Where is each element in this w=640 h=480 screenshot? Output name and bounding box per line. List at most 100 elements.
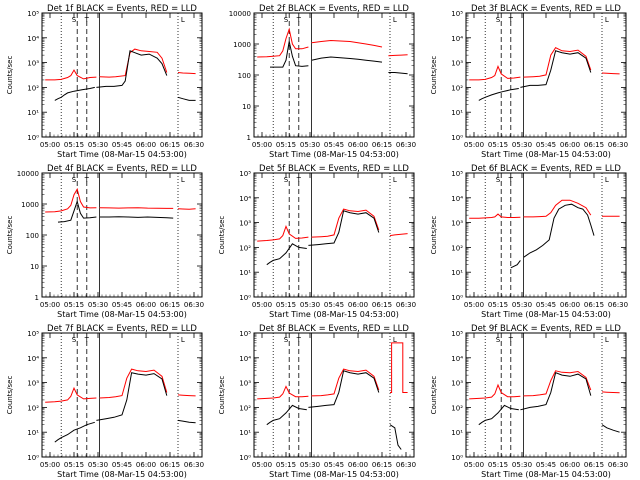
marker-label: S xyxy=(72,336,77,344)
y-axis-label: Counts/sec xyxy=(6,216,14,255)
y-tick-label: 10⁵ xyxy=(239,330,251,338)
marker-label: L xyxy=(181,16,185,24)
x-tick-label: 05:00 xyxy=(252,461,272,469)
chart-title: Det 3f BLACK = Events, RED = LLD xyxy=(471,4,621,14)
chart-panel-2: Det 2f BLACK = Events, RED = LLD 1 10 100 10… xyxy=(229,4,416,159)
y-tick-label: 10¹ xyxy=(451,109,463,117)
x-tick-label: 05:45 xyxy=(536,141,556,149)
x-tick-label: 05:15 xyxy=(488,301,508,309)
x-tick-label: 06:00 xyxy=(348,301,368,309)
lld-series-line xyxy=(99,368,168,399)
chart-title: Det 4f BLACK = Events, RED = LLD xyxy=(47,164,197,174)
y-tick-label: 1 xyxy=(247,134,251,142)
x-tick-label: 05:15 xyxy=(64,141,84,149)
x-tick-label: 05:00 xyxy=(40,301,60,309)
y-tick-label: 1000 xyxy=(233,41,251,49)
marker-label: L xyxy=(393,176,397,184)
lld-series-line xyxy=(523,199,592,218)
x-tick-label: 06:30 xyxy=(184,141,204,149)
x-tick-label: 05:00 xyxy=(464,141,484,149)
y-tick-label: 1 xyxy=(35,294,39,302)
lld-series-line xyxy=(523,370,592,397)
x-tick-label: 05:00 xyxy=(40,141,60,149)
chart-title: Det 2f BLACK = Events, RED = LLD xyxy=(259,4,409,14)
marker-label: T xyxy=(296,16,302,24)
x-tick-label: 05:00 xyxy=(464,301,484,309)
x-tick-label: 05:30 xyxy=(300,141,320,149)
chart-panel-6: Det 6f BLACK = Events, RED = LLD 10⁰ 10¹ 10… xyxy=(430,164,628,319)
y-tick-label: 100 xyxy=(26,232,39,240)
y-tick-label: 10⁴ xyxy=(27,35,39,43)
y-tick-label: 10⁴ xyxy=(451,355,463,363)
lld-series-line xyxy=(469,383,521,400)
x-tick-label: 06:30 xyxy=(396,301,416,309)
x-tick-label: 06:00 xyxy=(136,461,156,469)
x-tick-label: 05:30 xyxy=(300,301,320,309)
y-tick-label: 10³ xyxy=(27,60,39,68)
marker-label: L xyxy=(605,336,609,344)
x-tick-label: 05:15 xyxy=(276,301,296,309)
events-series-line xyxy=(57,199,97,223)
x-tick-label: 06:00 xyxy=(560,461,580,469)
lld-series-line xyxy=(99,48,168,78)
marker-label: T xyxy=(508,176,514,184)
x-axis-label: Start Time (08-Mar-15 04:53:00) xyxy=(481,150,611,159)
marker-label: L xyxy=(605,16,609,24)
x-tick-label: 05:45 xyxy=(536,301,556,309)
x-tick-label: 06:15 xyxy=(372,301,392,309)
x-axis-label: Start Time (08-Mar-15 04:53:00) xyxy=(269,150,399,159)
x-tick-label: 06:30 xyxy=(396,461,416,469)
lld-series-line xyxy=(601,391,620,394)
y-axis-label: Counts/sec xyxy=(430,376,438,415)
lld-series-line xyxy=(45,187,97,213)
chart-panel-4: Det 4f BLACK = Events, RED = LLD 1 10 100 10… xyxy=(6,164,204,319)
x-tick-label: 05:00 xyxy=(252,141,272,149)
y-axis-label: Counts/sec xyxy=(6,376,14,415)
lld-series-line xyxy=(390,342,408,393)
y-tick-label: 10¹ xyxy=(239,269,251,277)
events-series-line xyxy=(266,404,307,426)
x-axis-label: Start Time (08-Mar-15 04:53:00) xyxy=(57,310,187,319)
chart-title: Det 7f BLACK = Events, RED = LLD xyxy=(47,324,197,334)
y-tick-label: 10⁵ xyxy=(27,330,39,338)
chart-panel-5: Det 5f BLACK = Events, RED = LLD 10⁰ 10¹ 10… xyxy=(218,164,416,319)
y-tick-label: 10000 xyxy=(17,170,39,178)
x-tick-label: 05:45 xyxy=(112,141,132,149)
y-tick-label: 10³ xyxy=(451,60,463,68)
chart-panel-7: Det 7f BLACK = Events, RED = LLD 10⁰ 10¹ 10… xyxy=(6,324,204,479)
lld-series-line xyxy=(177,72,196,75)
y-axis-label: Counts/sec xyxy=(430,216,438,255)
y-tick-label: 10² xyxy=(239,404,251,412)
x-axis-label: Start Time (08-Mar-15 04:53:00) xyxy=(481,310,611,319)
x-tick-label: 06:30 xyxy=(184,301,204,309)
x-axis-label: Start Time (08-Mar-15 04:53:00) xyxy=(57,470,187,479)
events-series-line xyxy=(96,372,168,421)
y-tick-label: 10⁵ xyxy=(451,10,463,18)
y-tick-label: 10⁰ xyxy=(451,454,463,462)
y-tick-label: 10⁰ xyxy=(27,134,39,142)
chart-panel-3: Det 3f BLACK = Events, RED = LLD 10⁰ 10¹ 10… xyxy=(430,4,628,159)
events-series-line xyxy=(311,56,383,63)
x-tick-label: 06:15 xyxy=(584,461,604,469)
y-tick-label: 10² xyxy=(451,404,463,412)
events-series-line xyxy=(601,424,620,433)
y-tick-label: 10⁴ xyxy=(451,195,463,203)
chart-title: Det 9f BLACK = Events, RED = LLD xyxy=(471,324,621,334)
marker-label: S xyxy=(496,336,501,344)
x-tick-label: 06:00 xyxy=(560,141,580,149)
chart-title: Det 1f BLACK = Events, RED = LLD xyxy=(47,4,197,14)
marker-label: L xyxy=(181,336,185,344)
y-tick-label: 10⁵ xyxy=(239,170,251,178)
y-tick-label: 10⁵ xyxy=(27,10,39,18)
marker-label: T xyxy=(84,16,90,24)
x-tick-label: 05:45 xyxy=(324,301,344,309)
marker-label: S xyxy=(496,16,501,24)
x-tick-label: 05:30 xyxy=(88,301,108,309)
lld-series-line xyxy=(257,225,309,242)
y-axis-label: Counts/sec xyxy=(430,56,438,95)
y-tick-label: 10³ xyxy=(239,220,251,228)
lld-series-line xyxy=(177,394,196,397)
events-series-line xyxy=(99,216,174,219)
y-axis-label: Counts/sec xyxy=(6,56,14,95)
